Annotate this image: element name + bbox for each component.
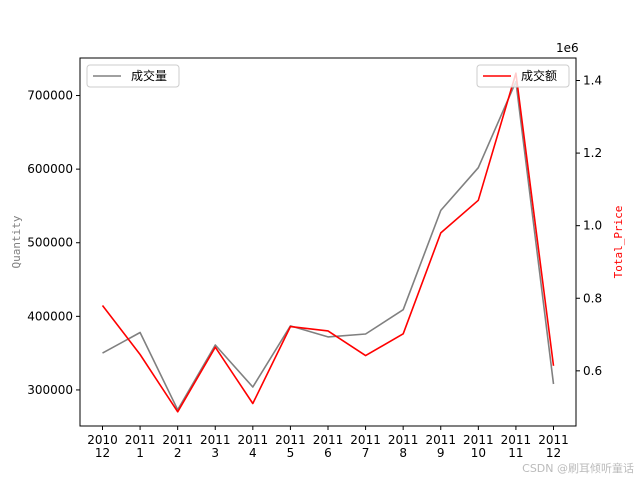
x-tick-label: 2011 4 (238, 433, 269, 460)
x-tick-label: 2011 5 (275, 433, 306, 460)
y-right-axis-title: Total_Price (612, 206, 625, 279)
legend-left-box (86, 64, 180, 88)
y-left-axis-title: Quantity (10, 215, 23, 268)
watermark-text: CSDN @刷耳倾听童话 (522, 461, 634, 475)
y-left-tick-label: 400000 (27, 309, 73, 323)
y-right-tick-label: 0.6 (583, 364, 602, 378)
x-tick-label: 2011 6 (313, 433, 344, 460)
y-right-tick-label: 1.4 (583, 74, 602, 88)
series-layer (101, 72, 555, 413)
legend-left-label: 成交量 (131, 68, 167, 83)
x-tick-label: 2011 10 (463, 433, 494, 460)
y-right-tick-label: 1.2 (583, 146, 602, 160)
legend-right-box (476, 64, 570, 88)
y-left-tick-label: 700000 (27, 89, 73, 103)
series-line-left (102, 80, 555, 411)
y-right-offset-label: 1e6 (556, 41, 579, 55)
y-right-tick-label: 0.8 (583, 291, 602, 305)
x-tick-label: 2011 7 (350, 433, 381, 460)
legend-layer: 成交量 成交额 (86, 64, 570, 88)
x-tick-label: 2011 8 (388, 433, 419, 460)
legend-right-label: 成交额 (521, 68, 557, 83)
x-tick-label: 2011 11 (501, 433, 532, 460)
x-tick-label: 2011 9 (425, 433, 456, 460)
x-tick-label: 2011 3 (200, 433, 231, 460)
x-tick-label: 2010 12 (87, 433, 118, 460)
x-tick-label: 2011 1 (125, 433, 156, 460)
y-left-tick-label: 300000 (27, 383, 73, 397)
y-left-tick-label: 500000 (27, 236, 73, 250)
series-line-right (101, 72, 555, 413)
y-left-tick-label: 600000 (27, 162, 73, 176)
x-tick-label: 2011 2 (162, 433, 193, 460)
y-right-tick-label: 1.0 (583, 219, 602, 233)
x-tick-label: 2011 12 (538, 433, 569, 460)
